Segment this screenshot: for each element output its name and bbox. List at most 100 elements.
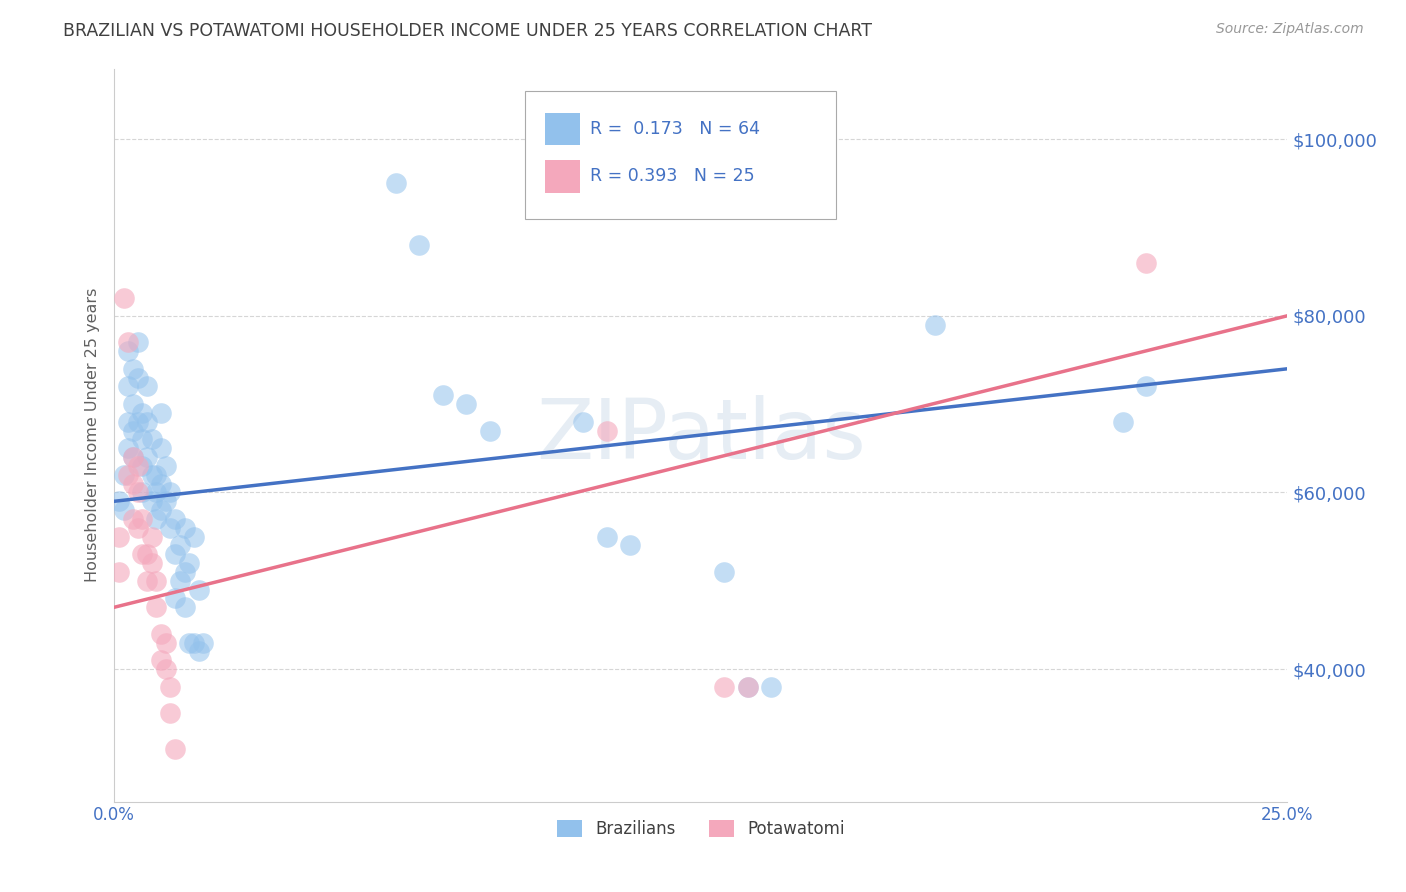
Point <box>117 415 139 429</box>
Point <box>159 680 181 694</box>
Point <box>141 494 163 508</box>
Point <box>117 344 139 359</box>
Point <box>127 415 149 429</box>
Point <box>165 547 187 561</box>
Point <box>117 335 139 350</box>
Text: R = 0.393   N = 25: R = 0.393 N = 25 <box>591 168 755 186</box>
Point <box>155 494 177 508</box>
Point <box>183 530 205 544</box>
Point <box>112 467 135 482</box>
Point <box>159 521 181 535</box>
Point <box>112 291 135 305</box>
Point <box>1112 415 1135 429</box>
Point <box>108 494 131 508</box>
Point <box>136 547 159 561</box>
Point <box>150 442 173 456</box>
Point <box>117 379 139 393</box>
Point <box>183 635 205 649</box>
Point <box>165 512 187 526</box>
Point <box>141 556 163 570</box>
Point <box>159 706 181 721</box>
Point <box>193 635 215 649</box>
Point <box>122 424 145 438</box>
FancyBboxPatch shape <box>524 90 835 219</box>
Point <box>155 635 177 649</box>
Point <box>108 565 131 579</box>
Point <box>384 177 406 191</box>
Point <box>145 574 167 588</box>
Point <box>145 512 167 526</box>
Point <box>141 530 163 544</box>
Point <box>131 433 153 447</box>
Point <box>456 397 478 411</box>
Point <box>127 335 149 350</box>
Point <box>122 361 145 376</box>
Point <box>169 538 191 552</box>
Point <box>478 424 501 438</box>
Point <box>131 458 153 473</box>
Point <box>187 644 209 658</box>
Point <box>131 406 153 420</box>
Point <box>179 556 201 570</box>
Point <box>737 680 759 694</box>
Point <box>159 485 181 500</box>
Point <box>127 485 149 500</box>
Point <box>187 582 209 597</box>
Point <box>122 450 145 464</box>
Point <box>713 565 735 579</box>
Point <box>150 503 173 517</box>
Point <box>131 485 153 500</box>
Point <box>173 565 195 579</box>
Point <box>596 424 619 438</box>
Point <box>737 680 759 694</box>
Point <box>179 635 201 649</box>
Point <box>127 370 149 384</box>
Text: Source: ZipAtlas.com: Source: ZipAtlas.com <box>1216 22 1364 37</box>
Point <box>122 450 145 464</box>
Point <box>150 653 173 667</box>
Point <box>136 450 159 464</box>
Legend: Brazilians, Potawatomi: Brazilians, Potawatomi <box>550 813 851 845</box>
Point <box>145 485 167 500</box>
Point <box>924 318 946 332</box>
Point <box>1135 256 1157 270</box>
Text: ZIPatlas: ZIPatlas <box>536 394 866 475</box>
Point <box>108 530 131 544</box>
Text: BRAZILIAN VS POTAWATOMI HOUSEHOLDER INCOME UNDER 25 YEARS CORRELATION CHART: BRAZILIAN VS POTAWATOMI HOUSEHOLDER INCO… <box>63 22 872 40</box>
Point <box>150 476 173 491</box>
Point <box>432 388 454 402</box>
Point <box>127 521 149 535</box>
Point <box>117 467 139 482</box>
Point <box>122 397 145 411</box>
Point <box>122 512 145 526</box>
Point <box>155 458 177 473</box>
Point <box>173 521 195 535</box>
Point <box>165 591 187 606</box>
Point <box>165 741 187 756</box>
Point <box>619 538 641 552</box>
Point <box>136 379 159 393</box>
Point <box>155 662 177 676</box>
Point <box>131 512 153 526</box>
Point <box>150 627 173 641</box>
Point <box>408 238 430 252</box>
Point <box>136 415 159 429</box>
Point <box>141 433 163 447</box>
Point <box>572 415 595 429</box>
Point <box>122 476 145 491</box>
FancyBboxPatch shape <box>544 112 579 145</box>
Point <box>112 503 135 517</box>
Point <box>131 547 153 561</box>
Point <box>173 600 195 615</box>
Point <box>145 467 167 482</box>
Point <box>713 680 735 694</box>
Point <box>169 574 191 588</box>
Y-axis label: Householder Income Under 25 years: Householder Income Under 25 years <box>86 288 100 582</box>
FancyBboxPatch shape <box>544 161 579 194</box>
Point <box>1135 379 1157 393</box>
Point <box>145 600 167 615</box>
Point <box>141 467 163 482</box>
Point <box>759 680 782 694</box>
Point <box>150 406 173 420</box>
Text: R =  0.173   N = 64: R = 0.173 N = 64 <box>591 120 761 137</box>
